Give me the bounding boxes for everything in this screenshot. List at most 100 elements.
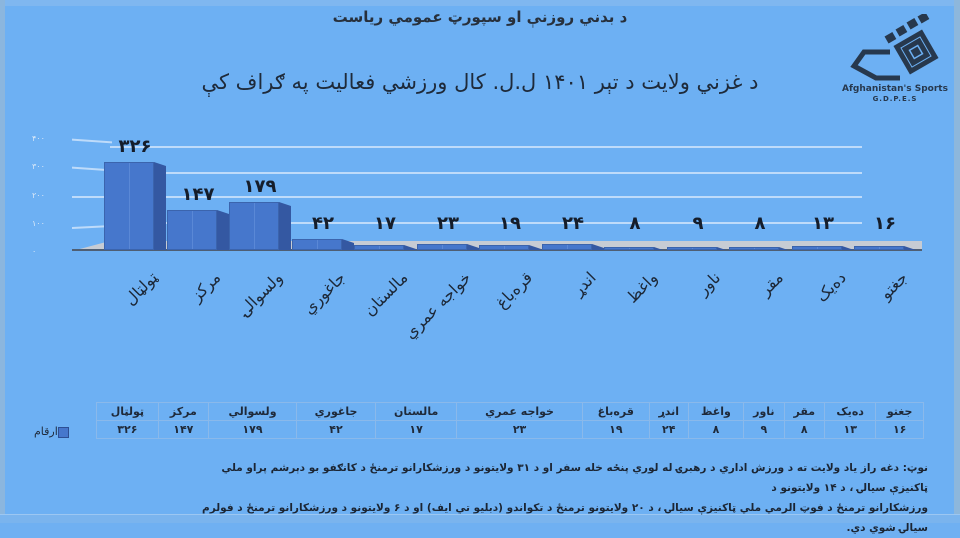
bar-side-face (467, 244, 479, 250)
bar-value-label: ۹ (692, 213, 704, 234)
bar-side-face (279, 202, 291, 250)
bar-side-face (342, 239, 354, 250)
bar-side-face (404, 245, 416, 250)
bar-value-label: ۸ (629, 213, 641, 234)
x-category-label: واغظ (622, 268, 662, 307)
bar-value-label: ۲۳ (437, 213, 459, 234)
bar-value-label: ۱۷۹ (243, 176, 277, 197)
table-header-cell: خواجه عمري (456, 402, 583, 421)
bar-front-face (167, 210, 217, 250)
x-category-label: قره‌باغ (492, 268, 537, 313)
y-tick-100: ۱۰۰ (32, 219, 45, 228)
bar-side-face (654, 247, 666, 250)
bar-side-face (779, 247, 791, 250)
bar-value-label: ۱۶ (874, 213, 896, 234)
bar (667, 247, 729, 250)
data-table: جغتو ده‌یک مقر ناور واغظ اندړ قره‌باغ خو… (96, 402, 924, 439)
bar-front-face (667, 247, 717, 250)
bar (542, 244, 604, 250)
x-category-label: مقر (754, 268, 787, 300)
bar (104, 162, 166, 250)
bar-value-label: ۸ (754, 213, 766, 234)
y-tick-0: ۰ (32, 247, 37, 256)
table-header-cell: مالستان (374, 402, 458, 421)
bar (167, 210, 229, 250)
bar-value-label: ۲۴ (562, 213, 584, 234)
bar-value-label: ۴۲ (312, 213, 334, 234)
bar-side-face (217, 210, 229, 250)
frame-border-top (0, 0, 960, 6)
y-tick-400: ۴۰۰ (32, 134, 45, 143)
x-category-label: اندړ (568, 268, 600, 300)
chart-title: د غزني ولايت د تېر ۱۴۰۱ ل.ل. کال ورزشي ف… (201, 70, 759, 94)
table-cell: ۴۲ (296, 420, 376, 439)
x-category-label: ولسوالۍ (234, 268, 287, 320)
bar-front-face (292, 239, 342, 250)
bar-front-face (229, 202, 279, 250)
sports-logo-icon (850, 14, 939, 81)
table-cell: ۱۳ (824, 420, 877, 439)
bar-side-face (529, 245, 541, 250)
bar (292, 239, 354, 250)
table-header-cell: قره‌باغ (581, 402, 650, 421)
bar (854, 246, 916, 250)
legend-label: ارقام (34, 425, 58, 438)
footnote-text-1: دغه راز یاد ولایت ته د ورزش اداري د رهبر… (221, 462, 928, 494)
table-header-cell: مقر (783, 402, 826, 421)
x-category-label: ناور (693, 268, 725, 299)
bar (354, 245, 416, 250)
bar-value-label: ۱۷ (374, 213, 396, 234)
table-cell: ۹ (743, 420, 785, 439)
table-header-row: جغتو ده‌یک مقر ناور واغظ اندړ قره‌باغ خو… (96, 402, 924, 421)
x-category-label: ده‌یک (811, 268, 850, 306)
bar (229, 202, 291, 250)
table-header-cell: جغتو (875, 402, 924, 421)
gridline-300 (110, 172, 862, 174)
x-category-label: خواجه عمري (399, 268, 475, 343)
table-header-cell: ولسوالي (207, 402, 298, 421)
table-header-cell: ده‌یک (824, 402, 877, 421)
bar (604, 247, 666, 250)
footnote-line-1: نوټ: دغه راز یاد ولایت ته د ورزش اداري د… (200, 458, 928, 498)
y-tick-300: ۳۰۰ (32, 162, 45, 171)
logo-name: Afghanistan's Sports (842, 84, 948, 94)
table-cell: ۱۶ (875, 420, 924, 439)
bar-value-label: ۱۹ (499, 213, 521, 234)
table-cell: ۲۴ (648, 420, 689, 439)
table-header-cell: جاغوري (296, 402, 376, 421)
table-header-cell: ناور (743, 402, 785, 421)
table-cell: ۱۴۷ (157, 420, 209, 439)
footnote-line-2: ورزشکارانو ترمنځ د فوټ الرمي ملي ټاکنیزې… (202, 502, 928, 534)
table-header-cell: مرکز (157, 402, 209, 421)
x-category-label: ټولټال (120, 268, 162, 309)
bar-front-face (479, 245, 529, 250)
bar (729, 247, 791, 250)
legend-swatch-icon (57, 426, 69, 438)
gridline-400 (110, 146, 862, 148)
bar-side-face (154, 162, 166, 250)
table-header-cell: اندړ (648, 402, 689, 421)
table-cell: ۱۷۹ (207, 420, 298, 439)
bar-front-face (729, 247, 779, 250)
y-tick-200: ۲۰۰ (32, 191, 45, 200)
bar-front-face (417, 244, 467, 250)
table-header-cell: ټولټال (96, 402, 159, 421)
bar-value-label: ۱۳ (812, 213, 834, 234)
frame-border-right (954, 0, 960, 523)
bar-front-face (604, 247, 654, 250)
table-cell: ۲۳ (456, 420, 583, 439)
bar-side-face (717, 247, 729, 250)
bar-side-face (842, 246, 854, 250)
x-axis-line (72, 249, 922, 251)
gridline-100 (110, 222, 862, 224)
frame-border-left (0, 0, 5, 523)
bar-value-label: ۳۲۶ (118, 136, 152, 157)
table-cell: ۱۹ (581, 420, 650, 439)
bar-value-label: ۱۴۷ (181, 184, 215, 205)
table-cell: ۱۷ (374, 420, 458, 439)
x-category-label: مالستان (359, 268, 412, 320)
logo-subtitle: G.D.P.E.S (872, 95, 918, 103)
bar (479, 245, 541, 250)
bar-front-face (854, 246, 904, 250)
table-header-cell: واغظ (687, 402, 745, 421)
